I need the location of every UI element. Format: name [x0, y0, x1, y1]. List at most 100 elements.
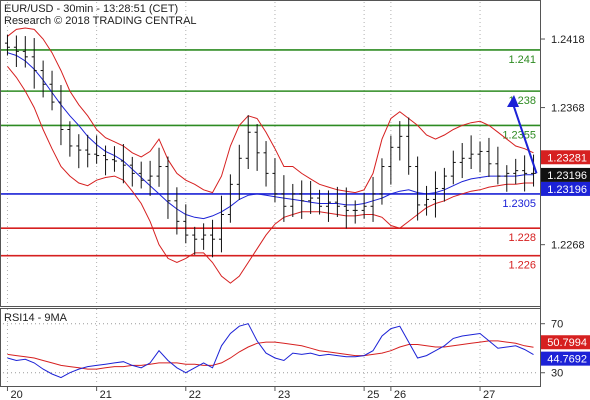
price-tag-last-price-label: 1.23196	[547, 170, 587, 182]
price-bar	[459, 143, 465, 179]
price-bar	[370, 176, 376, 222]
resistance-level-label: 1.2355	[502, 129, 536, 141]
chart-title: EUR/USD - 30min - 13:28:51 (CET)	[4, 3, 178, 15]
resistance-level-label: 1.241	[508, 54, 536, 66]
price-bar	[317, 189, 323, 215]
x-tick-label: 22	[189, 389, 201, 400]
price-bar	[254, 124, 260, 171]
price-bar	[49, 70, 55, 111]
price-bar	[495, 146, 501, 185]
price-y-tick-label: 1.2368	[551, 103, 585, 115]
price-y-tick-label: 1.2268	[551, 240, 585, 252]
rsi-tag-rsi14-label: 44.7692	[547, 354, 587, 366]
price-tag-last-price-box	[541, 167, 590, 182]
forecast-arrow-shaft	[512, 103, 538, 174]
rsi-panel-frame	[0, 308, 541, 387]
price-bar	[147, 160, 153, 196]
price-bar	[379, 158, 385, 205]
price-bar	[31, 38, 37, 89]
price-bar	[432, 171, 438, 218]
x-tick-label: 26	[394, 389, 406, 400]
price-tag-upper-band-label: 1.23281	[547, 152, 587, 164]
price-bar	[111, 146, 117, 172]
price-bar	[415, 156, 421, 221]
price-bar	[236, 144, 242, 200]
price-bar	[4, 34, 10, 56]
price-bar	[40, 60, 46, 98]
x-tick-label: 27	[483, 389, 495, 400]
x-tick-label: 23	[278, 389, 290, 400]
moving-average-line	[7, 52, 534, 220]
price-bar	[165, 156, 171, 219]
price-panel-frame	[0, 0, 541, 307]
price-bar	[299, 180, 305, 219]
price-bar	[486, 137, 492, 177]
price-bar	[138, 161, 144, 189]
price-bar	[308, 181, 314, 214]
rsi-lines	[7, 323, 534, 379]
price-bar	[22, 36, 28, 68]
rsi14-line	[7, 323, 534, 379]
price-bar	[129, 156, 135, 187]
price-bar	[272, 158, 278, 203]
price-bar	[450, 150, 456, 185]
price-bar	[201, 223, 207, 250]
price-bar	[504, 165, 510, 192]
price-bar	[245, 115, 251, 169]
grid-layer	[3, 2, 538, 385]
price-bar	[13, 35, 19, 67]
price-bar	[361, 192, 367, 219]
price-bar	[388, 135, 394, 185]
rsi-tag-ma9-label: 50.7994	[547, 337, 587, 349]
bollinger-lower-line	[7, 66, 534, 284]
price-bar	[406, 117, 412, 175]
price-bar	[192, 226, 198, 255]
price-bar	[477, 141, 483, 173]
price-bar	[183, 204, 189, 244]
forecast-arrow-head	[507, 94, 519, 107]
price-bar	[263, 141, 269, 187]
price-bar	[76, 134, 82, 169]
price-tags: 1.23281 1.23196 1.23196 50.7994 44.7692	[541, 150, 590, 366]
price-bar	[325, 190, 331, 222]
rsi-y-tick-label: 70	[551, 319, 563, 331]
price-bar	[227, 174, 233, 223]
bollinger-bands	[7, 27, 534, 284]
price-bar	[85, 134, 91, 168]
rsi-y-tick-label: 30	[551, 368, 563, 380]
price-bar	[120, 144, 126, 184]
price-bar	[210, 219, 216, 258]
price-bar	[103, 145, 109, 176]
forecast-arrow	[507, 94, 538, 174]
price-bar	[468, 135, 474, 169]
price-bar	[424, 185, 430, 216]
x-tick-label: 20	[10, 389, 22, 400]
rsi-panel-title: RSI14 - 9MA	[4, 312, 68, 324]
price-bar	[156, 147, 162, 187]
price-tag-average-box	[541, 181, 590, 196]
price-bar	[94, 135, 100, 164]
support-level-label: 1.228	[508, 232, 536, 244]
price-bar	[513, 158, 519, 185]
rsi-ma9-line	[7, 340, 534, 370]
rsi-tag-ma9-box	[541, 335, 590, 350]
price-tag-average-label: 1.23196	[547, 184, 587, 196]
price-bar	[441, 167, 447, 202]
bollinger-upper-line	[7, 27, 534, 194]
moving-average	[7, 52, 534, 220]
price-bars	[4, 34, 537, 258]
x-tick-label: 21	[100, 389, 112, 400]
price-bar	[67, 121, 73, 157]
price-tag-upper-band-box	[541, 150, 590, 165]
rsi-tag-rsi14-box	[541, 351, 590, 366]
pivot-level-label: 1.2305	[502, 198, 536, 210]
price-bar	[343, 187, 349, 229]
price-y-tick-label: 1.2418	[551, 34, 585, 46]
chart-subtitle: Research © 2018 TRADING CENTRAL	[4, 15, 197, 27]
price-bar	[281, 175, 287, 222]
price-bar	[397, 121, 403, 161]
x-tick-label: 25	[367, 389, 379, 400]
price-bar	[352, 200, 358, 224]
